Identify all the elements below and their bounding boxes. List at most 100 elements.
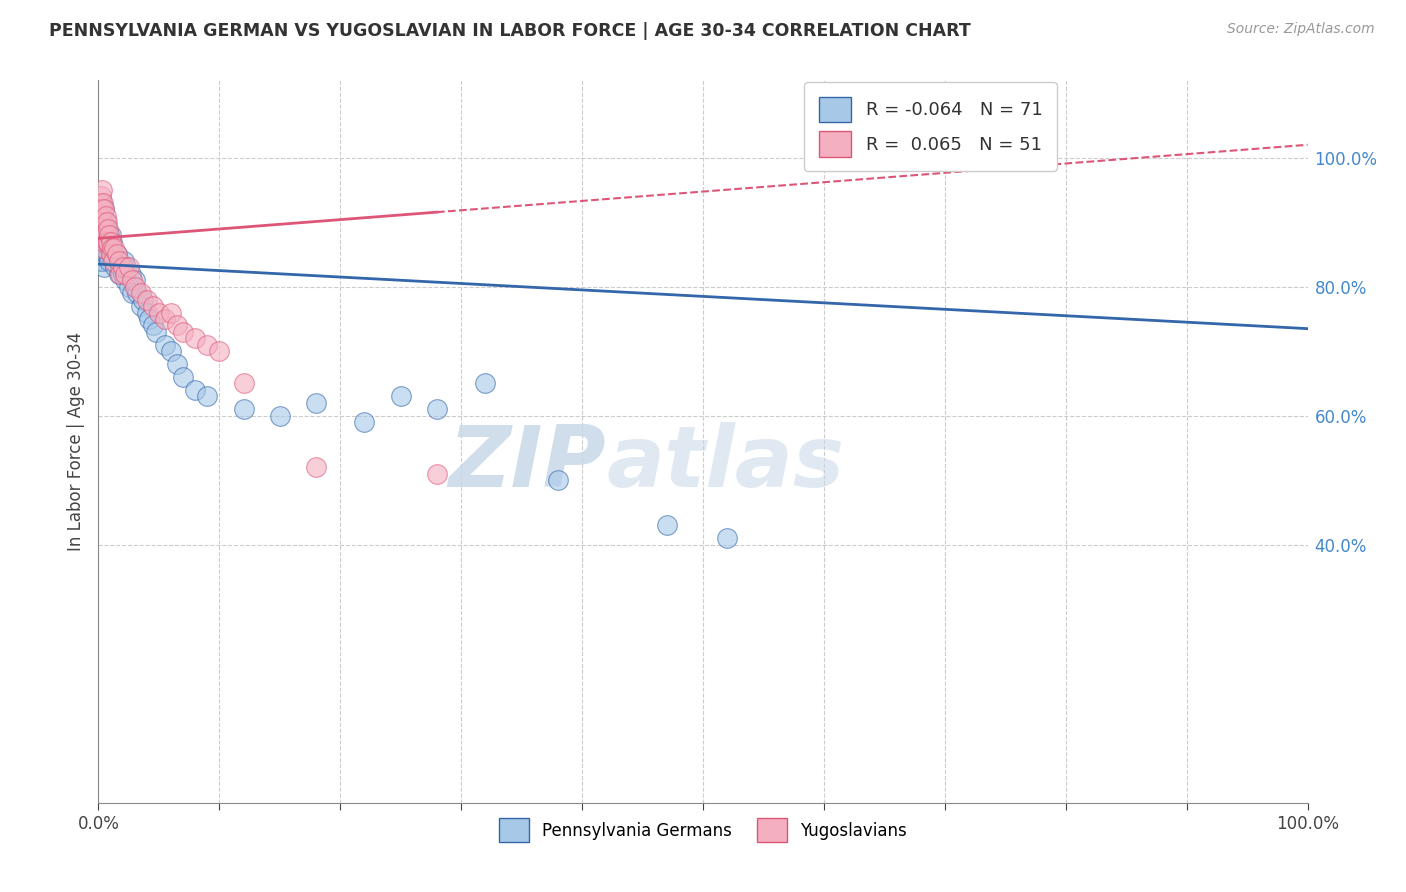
Point <box>172 370 194 384</box>
Point <box>98 241 121 255</box>
Point <box>148 305 170 319</box>
Point <box>100 235 122 249</box>
Point <box>184 331 207 345</box>
Point <box>232 376 254 391</box>
Point <box>426 402 449 417</box>
Point <box>305 396 328 410</box>
Point <box>160 305 183 319</box>
Point <box>91 241 114 255</box>
Point <box>121 286 143 301</box>
Point <box>97 247 120 261</box>
Point <box>153 338 176 352</box>
Point <box>142 299 165 313</box>
Y-axis label: In Labor Force | Age 30-34: In Labor Force | Age 30-34 <box>66 332 84 551</box>
Point <box>91 195 114 210</box>
Point <box>153 312 176 326</box>
Point <box>93 202 115 217</box>
Point <box>108 267 131 281</box>
Point <box>172 325 194 339</box>
Point <box>101 247 124 261</box>
Point <box>91 228 114 243</box>
Point <box>232 402 254 417</box>
Point <box>124 279 146 293</box>
Legend: Pennsylvania Germans, Yugoslavians: Pennsylvania Germans, Yugoslavians <box>492 812 914 848</box>
Point <box>96 215 118 229</box>
Point <box>115 260 138 275</box>
Point <box>89 228 111 243</box>
Point <box>90 202 112 217</box>
Point <box>94 215 117 229</box>
Point <box>98 228 121 243</box>
Point <box>108 267 131 281</box>
Point <box>91 254 114 268</box>
Point <box>89 241 111 255</box>
Point <box>269 409 291 423</box>
Point <box>305 460 328 475</box>
Point <box>96 221 118 235</box>
Point <box>112 254 135 268</box>
Point <box>100 228 122 243</box>
Point <box>93 202 115 217</box>
Point <box>114 273 136 287</box>
Point <box>94 228 117 243</box>
Point <box>121 273 143 287</box>
Point <box>103 254 125 268</box>
Point <box>91 202 114 217</box>
Point <box>108 260 131 275</box>
Point <box>195 338 218 352</box>
Point <box>97 235 120 249</box>
Point <box>107 254 129 268</box>
Point <box>120 267 142 281</box>
Point <box>97 228 120 243</box>
Point <box>132 293 155 307</box>
Point <box>114 267 136 281</box>
Point <box>91 195 114 210</box>
Point <box>91 215 114 229</box>
Point <box>100 241 122 255</box>
Point <box>90 189 112 203</box>
Point <box>105 247 128 261</box>
Point <box>124 273 146 287</box>
Point <box>96 235 118 249</box>
Point <box>135 305 157 319</box>
Point <box>90 215 112 229</box>
Point <box>91 228 114 243</box>
Point <box>166 318 188 333</box>
Point <box>91 215 114 229</box>
Point <box>91 228 114 243</box>
Point <box>89 195 111 210</box>
Point <box>129 299 152 313</box>
Point <box>91 183 114 197</box>
Point <box>91 228 114 243</box>
Point <box>138 312 160 326</box>
Point <box>94 247 117 261</box>
Text: PENNSYLVANIA GERMAN VS YUGOSLAVIAN IN LABOR FORCE | AGE 30-34 CORRELATION CHART: PENNSYLVANIA GERMAN VS YUGOSLAVIAN IN LA… <box>49 22 972 40</box>
Point <box>91 215 114 229</box>
Point <box>94 209 117 223</box>
Point <box>105 247 128 261</box>
Point <box>716 531 738 545</box>
Point <box>93 221 115 235</box>
Point <box>94 235 117 249</box>
Point <box>100 235 122 249</box>
Point <box>108 254 131 268</box>
Point <box>89 215 111 229</box>
Point <box>91 254 114 268</box>
Point <box>195 389 218 403</box>
Point <box>135 293 157 307</box>
Point <box>166 357 188 371</box>
Point <box>118 260 141 275</box>
Point <box>655 518 678 533</box>
Point <box>90 209 112 223</box>
Point <box>93 260 115 275</box>
Point <box>90 235 112 249</box>
Point <box>389 389 412 403</box>
Point <box>100 247 122 261</box>
Point <box>104 260 127 275</box>
Text: atlas: atlas <box>606 422 845 505</box>
Point <box>426 467 449 481</box>
Point <box>89 228 111 243</box>
Point <box>91 241 114 255</box>
Point <box>93 247 115 261</box>
Text: ZIP: ZIP <box>449 422 606 505</box>
